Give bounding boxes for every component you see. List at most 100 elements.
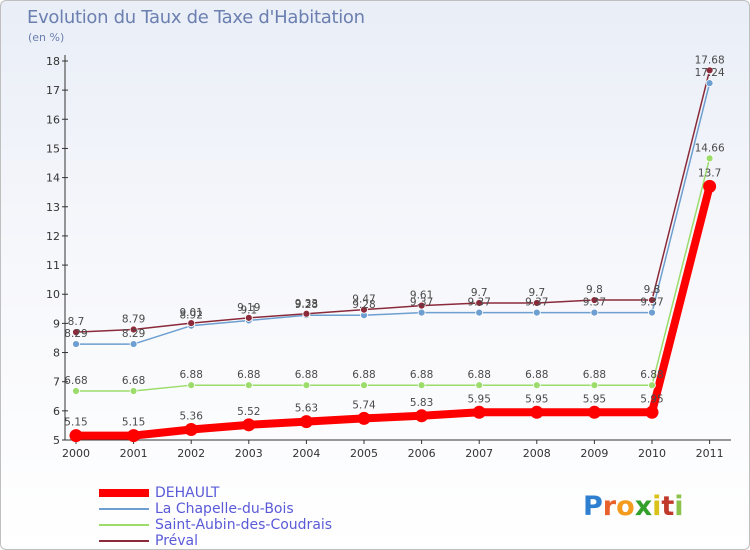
legend-label-preval: Préval [155, 533, 199, 549]
y-tick-label: 10 [46, 288, 60, 301]
data-point-la-chapelle-du-bois [648, 308, 656, 317]
x-tick-label: 2004 [292, 447, 320, 460]
data-label-dehault: 5.95 [640, 393, 663, 405]
data-label-la-chapelle-du-bois: 9.37 [410, 297, 433, 309]
data-label-preval: 9.19 [237, 302, 260, 314]
data-point-dehault [357, 411, 371, 425]
legend-item-la-chapelle-du-bois: La Chapelle-du-Bois [99, 501, 379, 517]
data-label-la-chapelle-du-bois: 9.37 [525, 297, 548, 309]
data-point-dehault [645, 405, 659, 419]
y-tick-label: 9 [53, 317, 60, 330]
data-point-preval [417, 301, 426, 310]
data-label-la-chapelle-du-bois: 9.37 [468, 297, 491, 309]
data-point-la-chapelle-du-bois [417, 308, 426, 317]
x-tick-label: 2006 [408, 447, 436, 460]
data-label-dehault: 5.95 [468, 393, 491, 405]
legend-item-saint-aubin-des-coudrais: Saint-Aubin-des-Coudrais [99, 517, 379, 533]
legend-swatch-saint-aubin-des-coudrais [99, 524, 149, 526]
x-tick-label: 2011 [696, 447, 724, 460]
y-tick-label: 7 [53, 376, 60, 389]
data-point-saint-aubin-des-coudrais [475, 381, 484, 390]
y-tick-label: 14 [46, 172, 60, 185]
data-point-saint-aubin-des-coudrais [532, 381, 541, 390]
data-point-preval [302, 309, 311, 318]
data-label-preval: 9.47 [352, 294, 375, 306]
legend-item-preval: Préval [99, 533, 379, 549]
legend-label-la-chapelle-du-bois: La Chapelle-du-Bois [155, 501, 294, 517]
data-point-dehault [69, 429, 83, 443]
data-point-dehault [703, 179, 717, 193]
data-label-saint-aubin-des-coudrais: 6.68 [122, 375, 145, 387]
data-label-la-chapelle-du-bois: 9.28 [352, 299, 375, 311]
logo-letter: x [634, 491, 653, 522]
data-label-saint-aubin-des-coudrais: 6.88 [525, 369, 548, 381]
x-tick-label: 2010 [638, 447, 666, 460]
y-tick-label: 13 [46, 201, 60, 214]
logo-letter: P [583, 491, 603, 522]
data-point-preval [532, 299, 541, 307]
data-label-preval: 17.68 [695, 54, 725, 66]
y-tick-label: 16 [46, 113, 60, 126]
x-tick-label: 2005 [350, 447, 378, 460]
legend-swatch-preval [99, 540, 149, 542]
x-tick-label: 2002 [177, 447, 205, 460]
y-tick-label: 8 [53, 347, 60, 360]
data-point-preval [187, 319, 196, 327]
legend-label-saint-aubin-des-coudrais: Saint-Aubin-des-Coudrais [155, 517, 333, 533]
data-point-saint-aubin-des-coudrais [705, 154, 714, 163]
legend: DEHAULT La Chapelle-du-Bois Saint-Aubin-… [99, 485, 379, 549]
x-tick-label: 2001 [120, 447, 148, 460]
y-tick-label: 12 [46, 230, 60, 243]
data-label-la-chapelle-du-bois: 17.24 [695, 67, 725, 79]
data-label-saint-aubin-des-coudrais: 6.88 [295, 369, 318, 381]
logo-letter: i [674, 491, 684, 522]
data-point-dehault [415, 409, 429, 423]
y-tick-label: 18 [46, 55, 60, 68]
data-label-dehault: 5.15 [64, 417, 87, 429]
chart-unit-label: (en %) [28, 31, 65, 44]
data-label-la-chapelle-du-bois: 8.29 [64, 328, 87, 340]
y-tick-label: 15 [46, 142, 60, 155]
y-tick-label: 5 [53, 434, 60, 447]
data-point-dehault [472, 405, 486, 419]
data-label-preval: 8.7 [68, 316, 85, 328]
logo-letter: r [602, 491, 617, 522]
data-point-preval [590, 296, 599, 304]
data-label-la-chapelle-du-bois: 9.1 [240, 304, 257, 316]
y-tick-label: 17 [46, 84, 60, 97]
data-label-dehault: 5.74 [352, 399, 376, 411]
data-point-saint-aubin-des-coudrais [129, 387, 138, 395]
data-label-preval: 8.79 [122, 314, 145, 326]
data-label-saint-aubin-des-coudrais: 6.88 [468, 369, 491, 381]
legend-swatch-la-chapelle-du-bois [99, 508, 149, 510]
x-tick-label: 2008 [523, 447, 551, 460]
data-point-dehault [127, 429, 141, 443]
x-tick-label: 2000 [62, 447, 90, 460]
data-label-dehault: 13.7 [698, 167, 721, 179]
data-point-dehault [184, 423, 198, 437]
data-point-la-chapelle-du-bois [72, 340, 80, 348]
logo-letter: i [652, 491, 662, 522]
series-line-dehault [72, 182, 714, 440]
legend-label-dehault: DEHAULT [155, 485, 220, 501]
data-point-saint-aubin-des-coudrais [648, 381, 656, 390]
data-point-dehault [299, 415, 313, 429]
data-point-preval [244, 313, 253, 322]
data-point-la-chapelle-du-bois [129, 340, 138, 348]
data-point-preval [72, 328, 80, 337]
data-label-saint-aubin-des-coudrais: 6.88 [410, 369, 433, 381]
data-label-dehault: 5.15 [122, 417, 145, 429]
data-point-saint-aubin-des-coudrais [244, 381, 253, 390]
data-label-dehault: 5.52 [237, 406, 260, 418]
data-label-preval: 9.33 [295, 298, 318, 310]
data-point-saint-aubin-des-coudrais [187, 381, 196, 390]
proxiti-logo: Proxiti [583, 491, 684, 522]
y-tick-label: 11 [46, 259, 60, 272]
data-label-saint-aubin-des-coudrais: 6.88 [583, 369, 606, 381]
y-tick-label: 6 [53, 405, 60, 418]
data-label-dehault: 5.95 [525, 393, 548, 405]
legend-item-dehault: DEHAULT [99, 485, 379, 501]
data-label-la-chapelle-du-bois: 8.92 [180, 310, 203, 322]
chart-title: Evolution du Taux de Taxe d'Habitation [27, 7, 365, 28]
